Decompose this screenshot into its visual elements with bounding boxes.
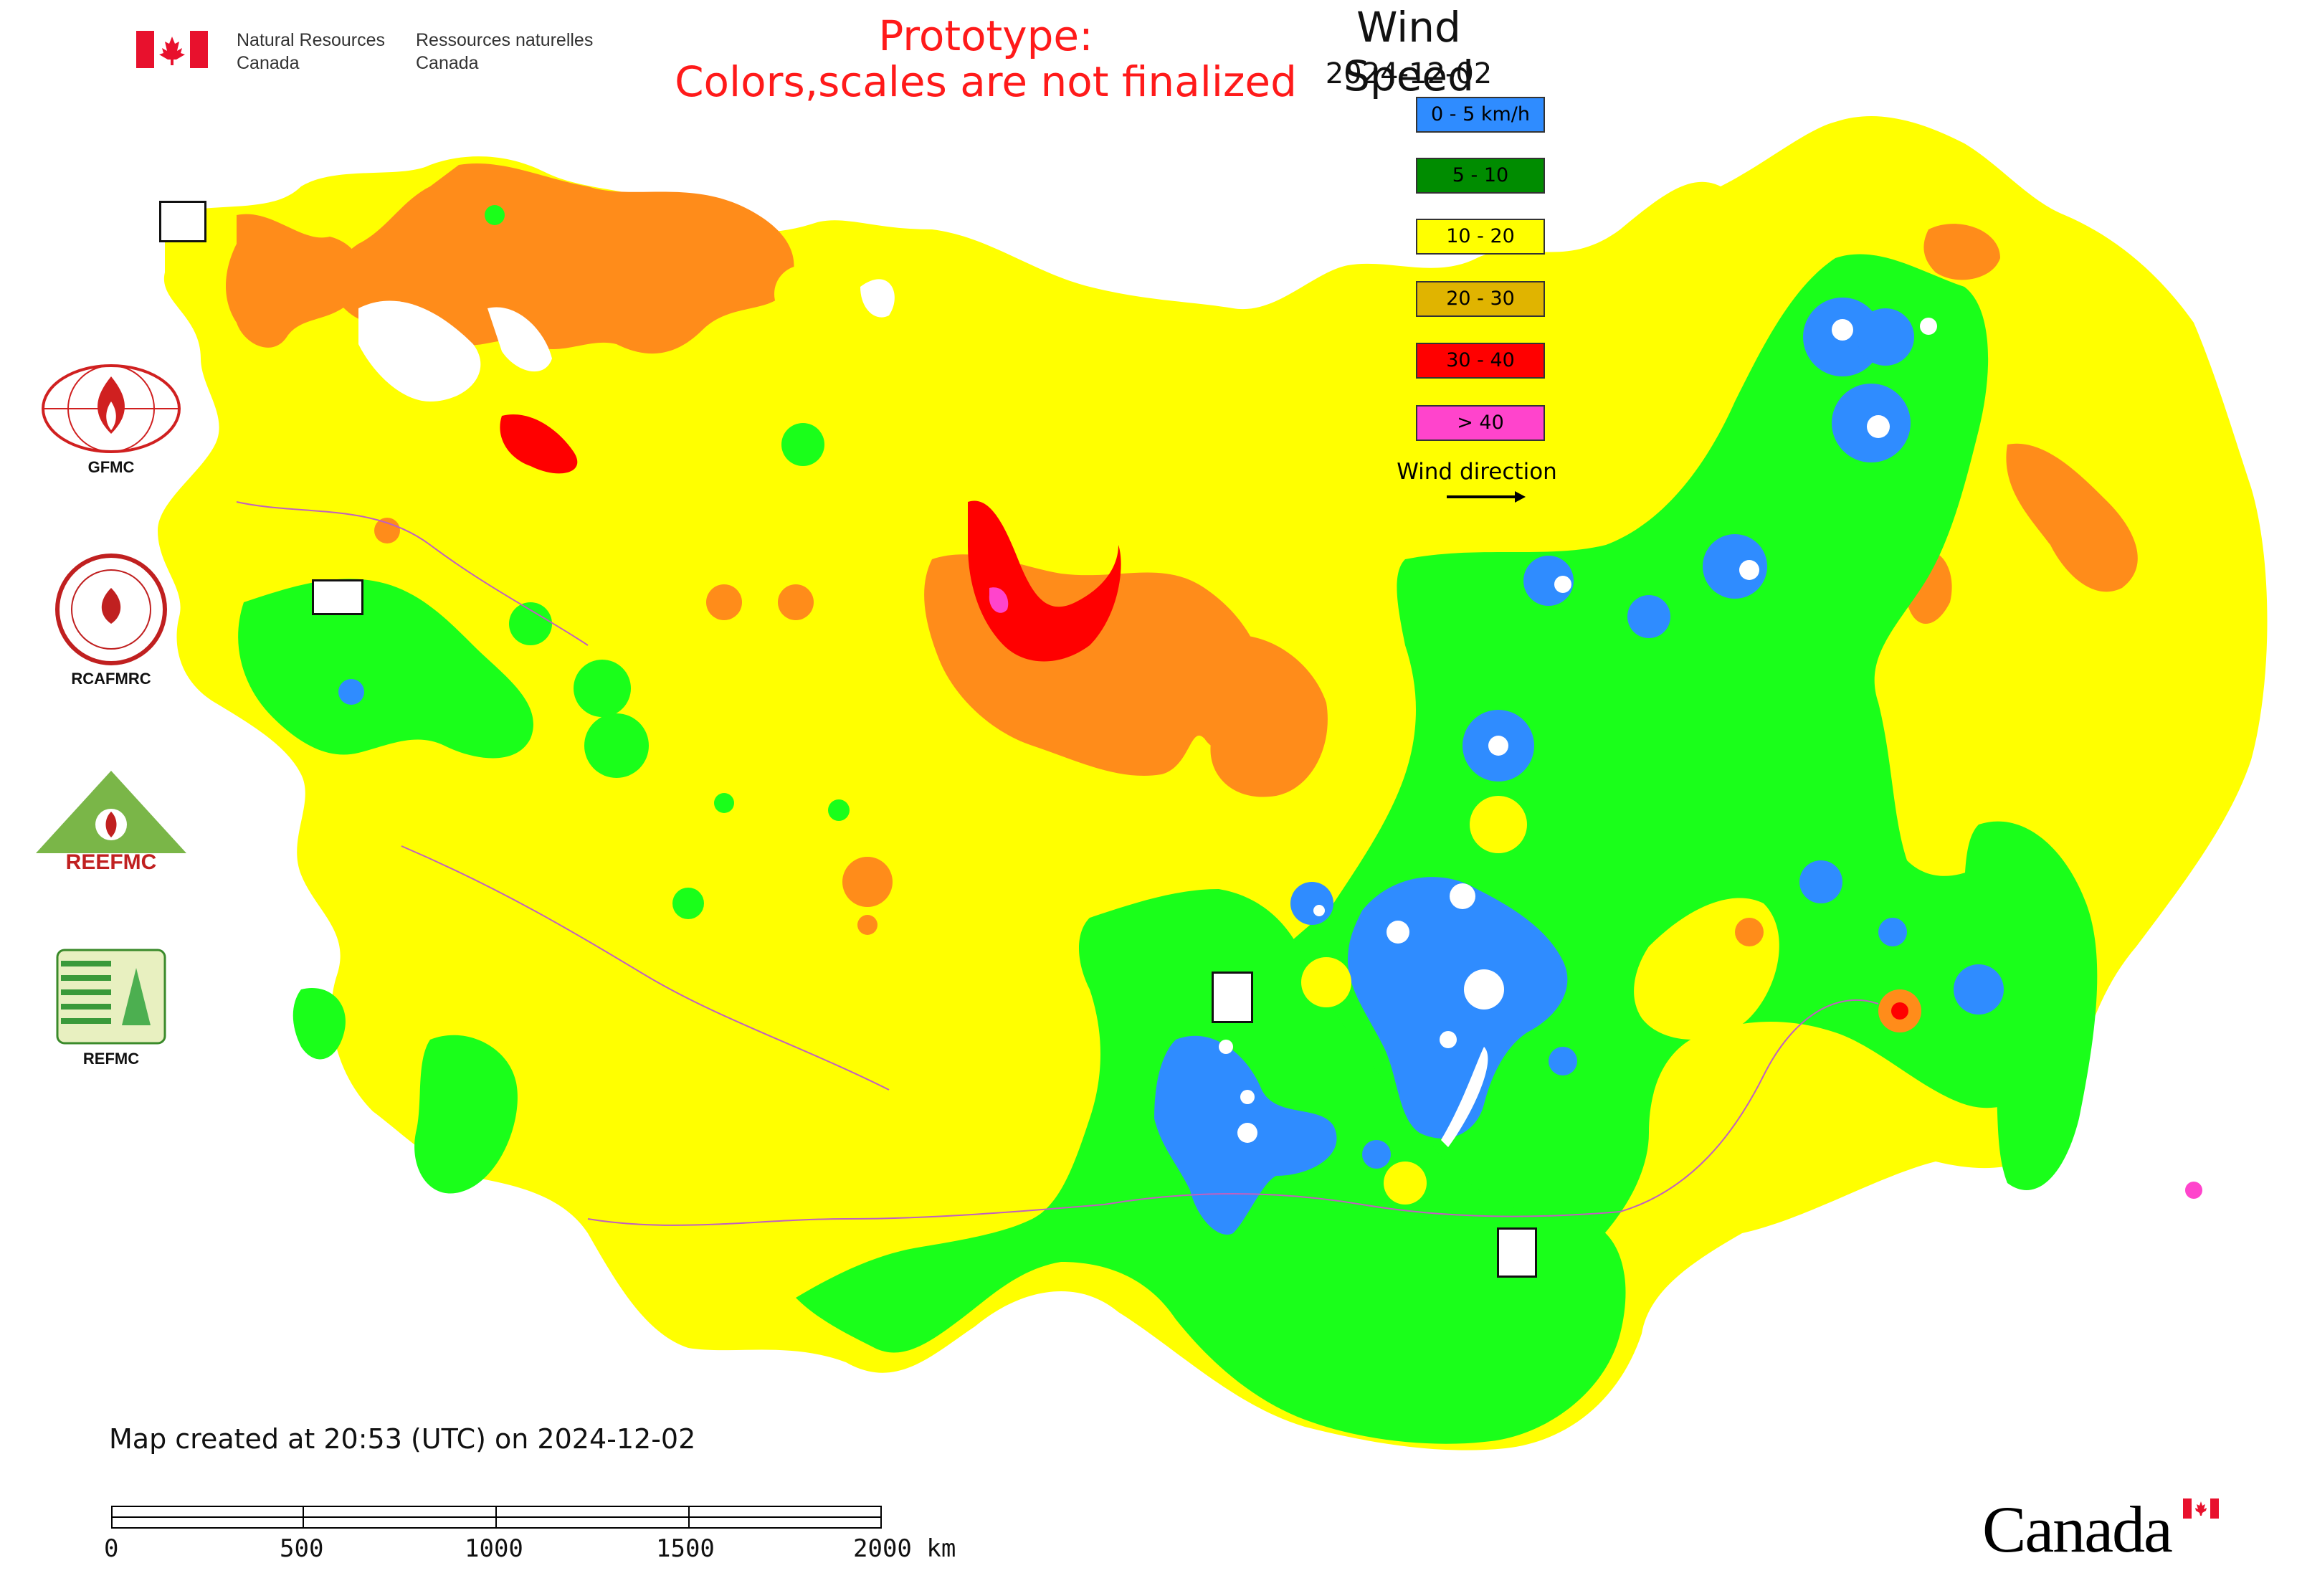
refmc-marker-icon: [1212, 972, 1253, 1023]
reefmc-marker-icon: [312, 579, 363, 615]
legend-item-gale: > 40: [1416, 405, 1545, 441]
zone-strong-wind-novaya-zemlya: [968, 500, 1121, 662]
calm-spot: [1878, 918, 1907, 946]
calm-spot: [1954, 964, 2004, 1015]
reefmc-triangle-icon: REEFMC: [36, 771, 186, 874]
legend-item-fresh: 20 - 30: [1416, 281, 1545, 317]
rcafmrc-logo: RCAFMRC: [25, 552, 197, 688]
calm-centers: [1219, 318, 1937, 1143]
prototype-notice-line2: Colors,scales are not finalized: [675, 57, 1297, 106]
calm-spot: [1857, 308, 1914, 366]
calm-spot: [1703, 534, 1767, 599]
agency-name-en: Natural Resources Canada: [237, 29, 385, 75]
scale-tick-1000: 1000: [465, 1534, 523, 1563]
rcafmrc-marker-icon: [1497, 1227, 1537, 1278]
scale-tick-2000: 2000 km: [853, 1534, 956, 1563]
zone-light-wind-crimea: [292, 988, 346, 1060]
zone-gale-wind-novaya-zemlya: [989, 587, 1009, 613]
reefmc-logo: REEFMC: [25, 767, 197, 878]
calm-spot: [338, 679, 364, 705]
prototype-notice-line1: Prototype:: [878, 11, 1093, 60]
calm-spot: [1523, 556, 1574, 606]
calm-spot: [1290, 882, 1333, 925]
calm-spot: [1362, 1140, 1391, 1169]
scale-bar: [111, 1506, 882, 1529]
calm-spot: [1799, 860, 1842, 903]
gfmc-marker-icon: [159, 201, 206, 242]
agency-name-fr-line2: Canada: [416, 53, 479, 73]
agency-name-fr-line1: Ressources naturelles: [416, 30, 594, 50]
admin-borders: [236, 501, 1879, 1226]
canada-wordmark-text: Canada: [1982, 1493, 2173, 1566]
zone-fresh-wind-north: [330, 163, 794, 354]
refmc-logo: REFMC: [25, 946, 197, 1068]
fire-seal-icon: [55, 554, 167, 665]
fire-globe-icon: [42, 364, 181, 453]
calm-spot: [1627, 595, 1670, 638]
scale-tick-0: 0: [104, 1534, 119, 1563]
zone-fresh-wind-chukotka: [1923, 224, 2000, 280]
legend-item-light: 5 - 10: [1416, 158, 1545, 194]
gfmc-label: GFMC: [87, 458, 135, 476]
legend-item-strong: 30 - 40: [1416, 343, 1545, 379]
water-bodies: [358, 279, 1488, 1147]
wind-direction-arrow-icon: [1447, 491, 1526, 503]
canada-wordmark-flag-icon: [2183, 1498, 2219, 1519]
scale-tick-1500: 1500: [656, 1534, 715, 1563]
refmc-sigma-icon: [56, 949, 166, 1045]
map-created-timestamp: Map created at 20:53 (UTC) on 2024-12-02: [109, 1423, 696, 1455]
zone-fresh-wind-taymyr-coast: [1210, 635, 1328, 797]
agency-name-fr: Ressources naturelles Canada: [416, 29, 593, 75]
canada-wordmark: Canada: [1982, 1491, 2173, 1567]
gfmc-logo: GFMC: [25, 362, 197, 477]
reefmc-logo-text: REEFMC: [66, 850, 157, 874]
legend-item-calm: 0 - 5 km/h: [1416, 97, 1545, 133]
prototype-notice: Prototype: Colors,scales are not finaliz…: [609, 13, 1362, 105]
zone-strong-wind-white-sea: [500, 414, 578, 474]
zone-light-wind-primorye: [1964, 821, 2098, 1190]
calm-spot: [1549, 1047, 1577, 1075]
legend-date: 2024-12-02: [1325, 57, 1493, 90]
refmc-label: REFMC: [82, 1050, 140, 1068]
wind-direction-label: Wind direction: [1397, 459, 1557, 485]
agency-name-en-line1: Natural Resources: [237, 30, 386, 50]
nrcan-signature: Natural Resources Canada Ressources natu…: [136, 27, 602, 77]
scale-tick-500: 500: [280, 1534, 324, 1563]
zone-light-wind-caucasus: [414, 1035, 518, 1194]
legend-item-moderate: 10 - 20: [1416, 219, 1545, 255]
agency-name-en-line2: Canada: [237, 53, 300, 73]
canada-flag-icon: [136, 31, 208, 68]
legend-title: Wind Speed: [1343, 3, 1474, 100]
zone-fresh-wind-northwest: [226, 214, 362, 348]
zone-fresh-wind-kamchatka: [2006, 443, 2138, 592]
zone-light-wind-west: [238, 579, 533, 759]
rcafmrc-label: RCAFMRC: [71, 670, 151, 688]
scattered-dots: [374, 205, 2202, 1205]
